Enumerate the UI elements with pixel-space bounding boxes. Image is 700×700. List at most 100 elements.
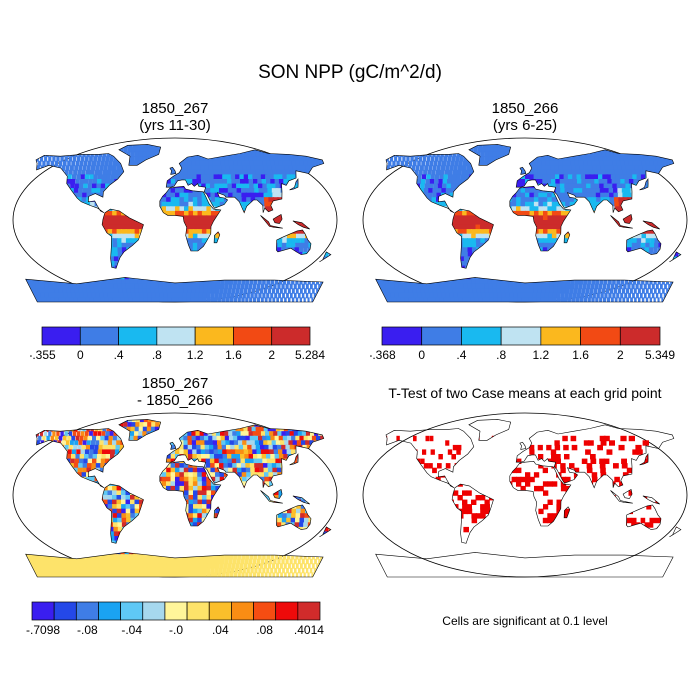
grid-cell	[447, 179, 452, 185]
grid-cell	[641, 144, 649, 148]
grid-cell	[175, 292, 180, 299]
grid-cell	[311, 144, 319, 148]
grid-cell	[33, 265, 40, 271]
grid-cell	[115, 292, 122, 299]
grid-cell	[679, 247, 681, 253]
grid-cell	[35, 283, 43, 290]
grid-cell	[475, 233, 482, 240]
grid-cell	[533, 169, 539, 176]
grid-cell	[516, 283, 522, 290]
grid-cell	[100, 297, 107, 302]
grid-cell	[233, 279, 238, 285]
grid-cell	[121, 242, 128, 249]
grid-cell	[36, 274, 44, 281]
grid-cell	[179, 160, 185, 167]
grid-cell	[131, 147, 136, 153]
grid-cell	[662, 151, 669, 158]
grid-cell	[367, 252, 373, 257]
grid-cell	[251, 151, 258, 158]
grid-cell	[412, 288, 419, 294]
grid-cell	[612, 292, 616, 299]
grid-cell	[598, 156, 605, 162]
grid-cell	[508, 279, 514, 285]
grid-cell	[529, 201, 535, 208]
grid-cell	[311, 297, 314, 302]
grid-cell	[529, 206, 535, 212]
grid-cell	[500, 279, 506, 285]
grid-cell	[19, 261, 26, 266]
grid-cell	[236, 156, 243, 162]
grid-cell	[423, 169, 428, 176]
grid-cell	[547, 197, 553, 203]
grid-cell	[278, 147, 285, 153]
grid-cell	[166, 210, 172, 217]
grid-cell	[305, 292, 309, 299]
grid-cell	[213, 169, 219, 176]
grid-cell	[427, 197, 432, 203]
grid-cell	[578, 192, 584, 199]
grid-cell	[384, 169, 389, 176]
grid-cell	[188, 210, 194, 217]
grid-cell	[166, 288, 172, 294]
grid-cell	[134, 233, 141, 240]
grid-cell	[533, 192, 540, 199]
grid-cell	[659, 274, 663, 281]
grid-cell	[566, 279, 571, 285]
grid-cell	[551, 183, 557, 189]
grid-cell	[221, 169, 228, 176]
grid-cell	[227, 188, 234, 194]
grid-cell	[505, 292, 511, 299]
grid-cell	[449, 192, 455, 199]
grid-cell	[655, 147, 663, 153]
grid-cell	[224, 279, 229, 285]
grid-cell	[163, 292, 168, 299]
grid-cell	[222, 174, 228, 180]
grid-cell	[287, 288, 291, 294]
grid-cell	[569, 288, 574, 294]
grid-cell	[557, 288, 562, 294]
grid-cell	[635, 283, 639, 290]
grid-cell	[234, 169, 241, 176]
grid-cell	[516, 179, 522, 185]
grid-cell	[554, 169, 561, 176]
grid-cell	[42, 160, 46, 167]
grid-cell	[223, 192, 230, 199]
grid-cell	[225, 165, 231, 171]
grid-cell	[204, 165, 210, 171]
grid-cell	[199, 156, 205, 162]
grid-cell	[266, 179, 272, 185]
grid-cell	[100, 183, 106, 189]
grid-cell	[394, 156, 398, 162]
grid-cell	[549, 283, 555, 290]
grid-cell	[188, 201, 194, 208]
grid-cell	[655, 292, 659, 299]
grid-cell	[102, 169, 108, 176]
grid-cell	[154, 283, 160, 290]
grid-cell	[320, 265, 325, 271]
grid-cell	[277, 156, 284, 162]
grid-cell	[130, 288, 137, 294]
grid-cell	[85, 283, 92, 290]
grid-cell	[100, 160, 105, 167]
grid-cell	[468, 288, 475, 294]
grid-cell	[471, 247, 478, 253]
grid-cell	[456, 174, 461, 180]
grid-cell	[285, 169, 292, 176]
grid-cell	[559, 183, 566, 189]
grid-cell	[367, 188, 371, 193]
grid-cell	[556, 210, 562, 217]
grid-cell	[603, 144, 610, 148]
grid-cell	[620, 292, 624, 299]
grid-cell	[457, 220, 463, 226]
grid-cell	[263, 192, 270, 199]
grid-cell	[538, 247, 544, 253]
grid-cell	[268, 144, 275, 148]
grid-cell	[478, 144, 483, 148]
grid-cell	[290, 174, 298, 180]
grid-cell	[233, 165, 240, 171]
grid-cell	[480, 151, 485, 158]
grid-cell	[533, 288, 538, 294]
grid-cell	[615, 156, 622, 162]
grid-cell	[227, 179, 233, 185]
grid-cell	[93, 297, 100, 302]
